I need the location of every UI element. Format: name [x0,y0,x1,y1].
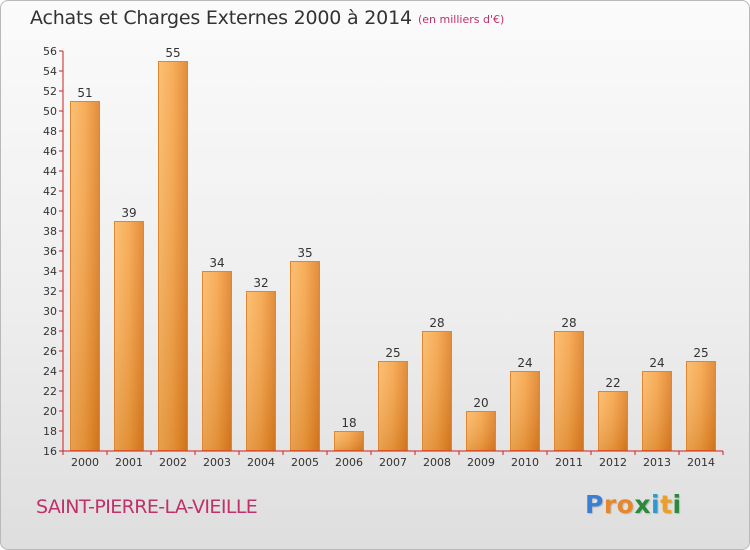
x-tick-label: 2014 [687,456,715,469]
bar-value-label: 22 [605,376,620,390]
bar-shade [466,411,496,451]
logo-letter: r [603,490,617,519]
bar-shade [686,361,716,451]
y-tick-label: 28 [43,325,57,338]
bar-shade [246,291,276,451]
x-tick-label: 2008 [423,456,451,469]
bar-shade [378,361,408,451]
logo-letter: i [651,490,661,519]
y-tick-label: 56 [43,45,57,58]
bar-value-label: 24 [649,356,664,370]
bar-value-label: 24 [517,356,532,370]
y-tick-label: 50 [43,105,57,118]
bar-value-label: 51 [77,86,92,100]
y-tick-label: 54 [43,65,57,78]
x-tick-label: 2007 [379,456,407,469]
bar-shade [642,371,672,451]
y-tick-label: 24 [43,365,57,378]
bar-value-label: 55 [165,46,180,60]
x-tick-label: 2001 [115,456,143,469]
y-tick-label: 38 [43,225,57,238]
bar-value-label: 39 [121,206,136,220]
bar-shade [334,431,364,451]
y-tick-label: 44 [43,165,57,178]
logo-letter: P [585,490,604,519]
bar-value-label: 32 [253,276,268,290]
y-tick-label: 34 [43,265,57,278]
bar-shade [554,331,584,451]
bar-shade [598,391,628,451]
x-tick-label: 2010 [511,456,539,469]
y-tick-label: 52 [43,85,57,98]
y-tick-label: 30 [43,305,57,318]
x-tick-label: 2005 [291,456,319,469]
proxiti-logo: Proxiti [585,490,682,519]
x-tick-label: 2002 [159,456,187,469]
bar-shade [70,101,100,451]
commune-name: SAINT-PIERRE-LA-VIEILLE [36,496,258,518]
x-tick-label: 2006 [335,456,363,469]
y-tick-label: 26 [43,345,57,358]
bar-shade [510,371,540,451]
x-tick-label: 2012 [599,456,627,469]
y-tick-label: 48 [43,125,57,138]
bar-shade [202,271,232,451]
y-tick-label: 18 [43,425,57,438]
y-tick-label: 20 [43,405,57,418]
x-tick-label: 2009 [467,456,495,469]
y-tick-label: 16 [43,445,57,458]
y-tick-label: 22 [43,385,57,398]
bar-value-label: 25 [385,346,400,360]
logo-letter: t [660,490,673,519]
y-tick-label: 40 [43,205,57,218]
x-tick-label: 2004 [247,456,275,469]
y-tick-label: 32 [43,285,57,298]
y-axis: 16 18 20 22 24 26 28 30 32 34 36 38 40 42 44 46 48 50 52 54… [43,45,64,458]
bar-value-label: 20 [473,396,488,410]
y-tick-label: 36 [43,245,57,258]
x-tick-label: 2000 [71,456,99,469]
bar-value-label: 18 [341,416,356,430]
bar-value-label: 28 [429,316,444,330]
logo-letter: i [672,490,682,519]
bars: 51 39 55 34 32 35 18 25 28 20 24 28 22 24 25 [70,46,716,451]
x-tick-label: 2013 [643,456,671,469]
y-tick-label: 46 [43,145,57,158]
x-tick-label: 2003 [203,456,231,469]
x-axis: 2000 2001 2002 2003 2004 2005 2006 2007 2008 2009… [62,450,724,469]
bar-value-label: 35 [297,246,312,260]
logo-letter: x [634,490,651,519]
chart-title: Achats et Charges Externes 2000 à 2014 [30,7,412,29]
logo-letter: o [616,490,635,519]
bar-value-label: 28 [561,316,576,330]
bar-value-label: 25 [693,346,708,360]
x-tick-label: 2011 [555,456,583,469]
bar-shade [290,261,320,451]
bar-shade [422,331,452,451]
bar-value-label: 34 [209,256,224,270]
bar-shade [158,61,188,451]
y-tick-label: 42 [43,185,57,198]
bar-shade [114,221,144,451]
chart-subtitle: (en milliers d'€) [418,13,505,26]
